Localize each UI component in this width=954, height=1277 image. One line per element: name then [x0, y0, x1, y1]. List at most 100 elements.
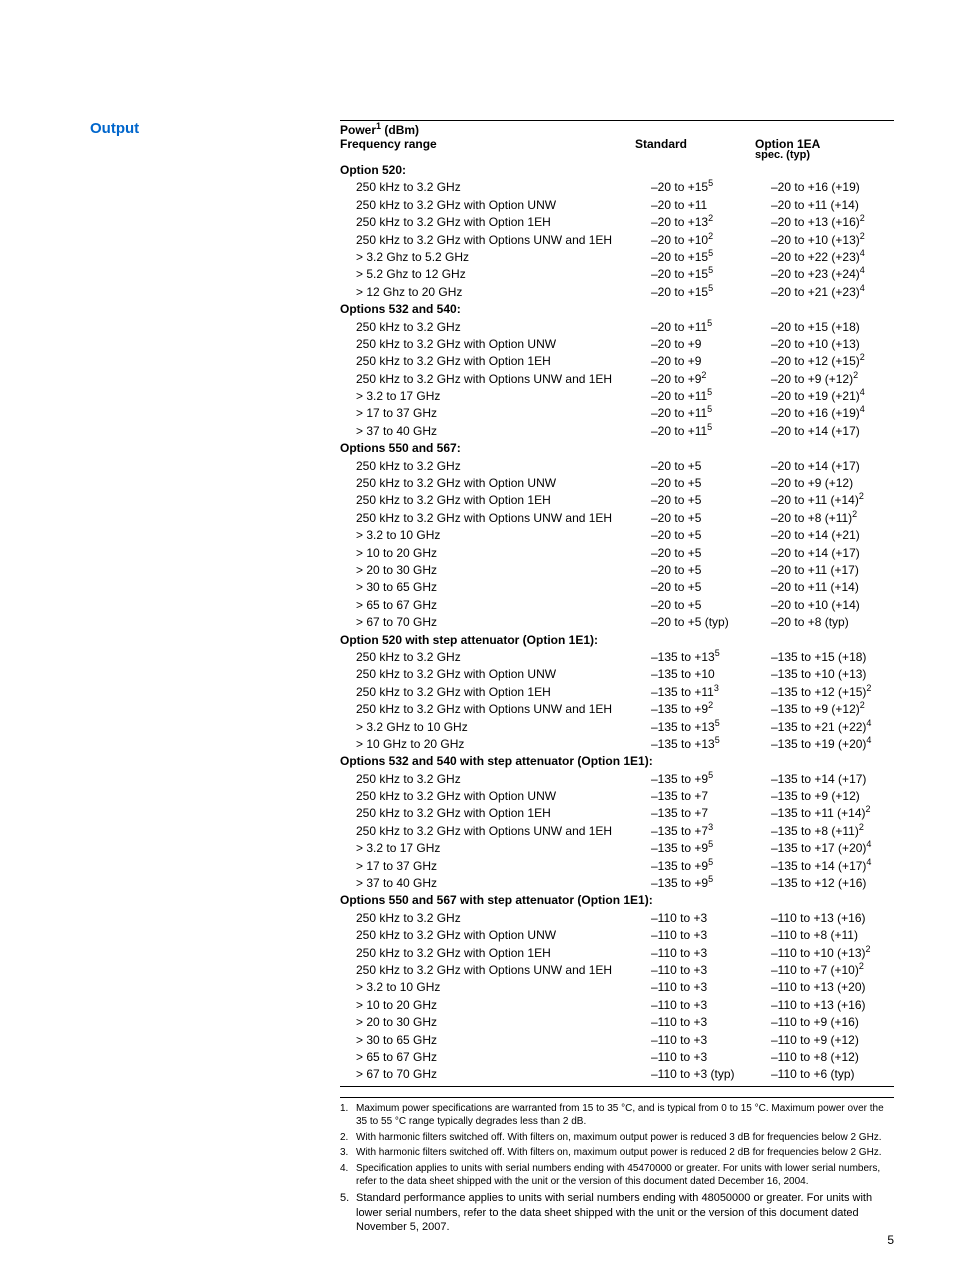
table-row: 250 kHz to 3.2 GHz with Options UNW and … [340, 823, 894, 840]
cell-standard: –20 to +5 [651, 545, 771, 562]
cell-option: –110 to +8 (+12) [771, 1049, 916, 1066]
cell-standard: –20 to +155 [651, 266, 771, 283]
cell-option: –110 to +13 (+20) [771, 979, 916, 996]
cell-standard: –135 to +113 [651, 684, 771, 701]
cell-option: –20 to +21 (+23)4 [771, 284, 916, 301]
table-row: 250 kHz to 3.2 GHz with Options UNW and … [340, 701, 894, 718]
cell-freq: 250 kHz to 3.2 GHz with Options UNW and … [340, 823, 651, 840]
cell-option: –110 to +10 (+13)2 [771, 945, 916, 962]
table-row: 250 kHz to 3.2 GHz–20 to +155–20 to +16 … [340, 179, 894, 196]
cell-freq: > 5.2 Ghz to 12 GHz [340, 266, 651, 283]
table-row: 250 kHz to 3.2 GHz–135 to +95–135 to +14… [340, 771, 894, 788]
group-header: Options 532 and 540: [340, 301, 894, 318]
table-body: Option 520:250 kHz to 3.2 GHz–20 to +155… [340, 162, 894, 1084]
footnote-num: 3. [340, 1146, 356, 1160]
table-row: > 3.2 to 10 GHz–20 to +5–20 to +14 (+21) [340, 527, 894, 544]
specs-block: Power1 (dBm) Frequency range Standard Op… [340, 120, 894, 1087]
table-row: 250 kHz to 3.2 GHz–20 to +5–20 to +14 (+… [340, 458, 894, 475]
table-row: > 65 to 67 GHz–110 to +3–110 to +8 (+12) [340, 1049, 894, 1066]
table-header: Frequency range Standard Option 1EA spec… [340, 137, 894, 161]
cell-option: –110 to +9 (+12) [771, 1032, 916, 1049]
cell-freq: > 10 GHz to 20 GHz [340, 736, 651, 753]
cell-standard: –135 to +95 [651, 858, 771, 875]
cell-freq: > 65 to 67 GHz [340, 597, 651, 614]
table-row: 250 kHz to 3.2 GHz with Options UNW and … [340, 371, 894, 388]
cell-standard: –135 to +135 [651, 719, 771, 736]
cell-standard: –20 to +92 [651, 371, 771, 388]
cell-option: –20 to +10 (+14) [771, 597, 916, 614]
table-row: 250 kHz to 3.2 GHz with Option UNW–20 to… [340, 475, 894, 492]
section-title: Output [90, 120, 139, 137]
footnote: 4.Specification applies to units with se… [340, 1162, 894, 1189]
cell-freq: > 67 to 70 GHz [340, 1066, 651, 1083]
cell-freq: > 37 to 40 GHz [340, 423, 651, 440]
table-row: > 3.2 to 17 GHz–135 to +95–135 to +17 (+… [340, 840, 894, 857]
cell-freq: 250 kHz to 3.2 GHz with Option UNW [340, 666, 651, 683]
cell-standard: –110 to +3 [651, 1032, 771, 1049]
table-row: > 5.2 Ghz to 12 GHz–20 to +155–20 to +23… [340, 266, 894, 283]
col-header-freq: Frequency range [340, 137, 635, 161]
cell-freq: 250 kHz to 3.2 GHz [340, 649, 651, 666]
table-row: 250 kHz to 3.2 GHz with Options UNW and … [340, 232, 894, 249]
cell-option: –110 to +13 (+16) [771, 997, 916, 1014]
cell-freq: 250 kHz to 3.2 GHz with Option UNW [340, 927, 651, 944]
cell-standard: –20 to +11 [651, 197, 771, 214]
cell-freq: 250 kHz to 3.2 GHz with Option 1EH [340, 684, 651, 701]
cell-freq: 250 kHz to 3.2 GHz with Option 1EH [340, 353, 651, 370]
cell-standard: –110 to +3 [651, 1014, 771, 1031]
cell-freq: 250 kHz to 3.2 GHz with Option UNW [340, 336, 651, 353]
cell-freq: 250 kHz to 3.2 GHz with Option 1EH [340, 492, 651, 509]
cell-standard: –20 to +155 [651, 249, 771, 266]
table-row: > 3.2 to 17 GHz–20 to +115–20 to +19 (+2… [340, 388, 894, 405]
cell-option: –20 to +12 (+15)2 [771, 353, 916, 370]
footnote-num: 5. [340, 1191, 356, 1236]
cell-option: –135 to +8 (+11)2 [771, 823, 916, 840]
footnote: 1.Maximum power specifications are warra… [340, 1102, 894, 1129]
cell-freq: > 12 Ghz to 20 GHz [340, 284, 651, 301]
table-row: > 20 to 30 GHz–20 to +5–20 to +11 (+17) [340, 562, 894, 579]
cell-option: –20 to +8 (+11)2 [771, 510, 916, 527]
table-row: 250 kHz to 3.2 GHz with Option 1EH–20 to… [340, 353, 894, 370]
cell-option: –20 to +14 (+21) [771, 527, 916, 544]
table-row: > 10 GHz to 20 GHz–135 to +135–135 to +1… [340, 736, 894, 753]
cell-option: –20 to +14 (+17) [771, 423, 916, 440]
table-row: 250 kHz to 3.2 GHz with Option 1EH–110 t… [340, 945, 894, 962]
group-header: Options 550 and 567 with step attenuator… [340, 892, 894, 909]
table-row: > 12 Ghz to 20 GHz–20 to +155–20 to +21 … [340, 284, 894, 301]
cell-freq: 250 kHz to 3.2 GHz with Options UNW and … [340, 510, 651, 527]
table-row: > 10 to 20 GHz–20 to +5–20 to +14 (+17) [340, 545, 894, 562]
footnote-text: With harmonic filters switched off. With… [356, 1146, 894, 1160]
cell-freq: > 10 to 20 GHz [340, 545, 651, 562]
cell-option: –20 to +11 (+17) [771, 562, 916, 579]
cell-option: –20 to +9 (+12) [771, 475, 916, 492]
table-row: > 3.2 GHz to 10 GHz–135 to +135–135 to +… [340, 719, 894, 736]
table-row: > 30 to 65 GHz–20 to +5–20 to +11 (+14) [340, 579, 894, 596]
footnote-text: Standard performance applies to units wi… [356, 1191, 894, 1236]
table-row: 250 kHz to 3.2 GHz–20 to +115–20 to +15 … [340, 319, 894, 336]
cell-freq: 250 kHz to 3.2 GHz with Option UNW [340, 788, 651, 805]
cell-standard: –20 to +9 [651, 353, 771, 370]
cell-standard: –110 to +3 [651, 997, 771, 1014]
cell-standard: –20 to +5 [651, 527, 771, 544]
cell-option: –135 to +12 (+16) [771, 875, 916, 892]
cell-freq: 250 kHz to 3.2 GHz [340, 458, 651, 475]
cell-freq: > 3.2 to 17 GHz [340, 388, 651, 405]
cell-option: –135 to +9 (+12)2 [771, 701, 916, 718]
cell-option: –20 to +16 (+19) [771, 179, 916, 196]
power-table: Power1 (dBm) Frequency range Standard Op… [340, 120, 894, 1087]
cell-standard: –20 to +5 [651, 510, 771, 527]
table-row: 250 kHz to 3.2 GHz with Option UNW–110 t… [340, 927, 894, 944]
cell-freq: > 67 to 70 GHz [340, 614, 651, 631]
cell-freq: > 3.2 to 17 GHz [340, 840, 651, 857]
table-row: 250 kHz to 3.2 GHz with Option 1EH–135 t… [340, 805, 894, 822]
table-row: > 67 to 70 GHz–110 to +3 (typ)–110 to +6… [340, 1066, 894, 1083]
cell-freq: 250 kHz to 3.2 GHz [340, 319, 651, 336]
cell-standard: –20 to +5 [651, 458, 771, 475]
cell-standard: –110 to +3 [651, 979, 771, 996]
cell-standard: –20 to +132 [651, 214, 771, 231]
cell-option: –135 to +19 (+20)4 [771, 736, 916, 753]
cell-freq: > 20 to 30 GHz [340, 562, 651, 579]
cell-standard: –135 to +135 [651, 736, 771, 753]
table-row: > 17 to 37 GHz–135 to +95–135 to +14 (+1… [340, 858, 894, 875]
footnote-text: Specification applies to units with seri… [356, 1162, 894, 1189]
